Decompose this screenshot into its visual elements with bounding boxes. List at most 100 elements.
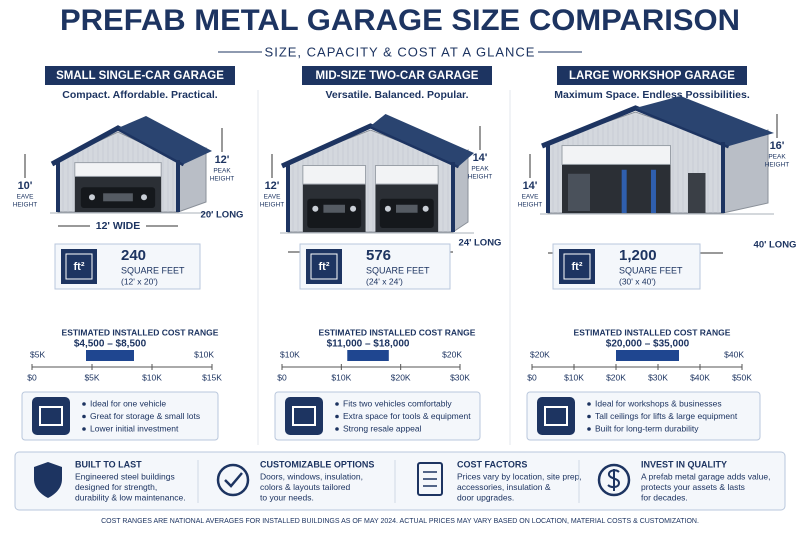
highlight-text: Doors, windows, insulation, xyxy=(260,471,363,481)
cost-max-label: $20K xyxy=(442,349,462,359)
corner-trim xyxy=(176,160,180,212)
headlight xyxy=(88,194,95,201)
feature-text: Fits two vehicles comfortably xyxy=(343,398,452,408)
sqft-dims: (30' x 40') xyxy=(619,276,656,286)
bullet xyxy=(82,427,86,431)
width-label-bg xyxy=(90,219,146,233)
highlight-text: colors & layouts tailored xyxy=(260,482,351,492)
peak-label: HEIGHT xyxy=(210,176,235,183)
width-label: 12' WIDE xyxy=(96,220,141,232)
lift-post xyxy=(650,169,656,213)
bullet xyxy=(82,402,86,406)
roof-side xyxy=(635,96,774,146)
highlight-title: CUSTOMIZABLE OPTIONS xyxy=(260,459,374,469)
tick-label: $20K xyxy=(391,372,411,382)
peak-value: 14' xyxy=(473,152,488,164)
sqft-icon xyxy=(559,249,595,284)
eave-value: 10' xyxy=(18,180,33,192)
sqft-value: 576 xyxy=(366,247,391,264)
feature-text: Ideal for one vehicle xyxy=(90,398,166,408)
tick-label: $5K xyxy=(84,372,99,382)
column-header-bg xyxy=(45,66,235,85)
cost-min-label: $5K xyxy=(30,349,45,359)
cost-title: ESTIMATED INSTALLED COST RANGE xyxy=(319,327,476,337)
tick-label: $0 xyxy=(27,372,37,382)
feature-text: Tall ceilings for lifts & large equipmen… xyxy=(595,411,738,421)
cost-range-label: $4,500 – $8,500 xyxy=(74,339,147,350)
sqft-dims: (12' x 20') xyxy=(121,276,158,286)
tick-label: $40K xyxy=(690,372,710,382)
feature-text: Great for storage & small lots xyxy=(90,411,200,421)
sqft-unit: SQUARE FEET xyxy=(366,265,430,275)
eave-label: EAVE xyxy=(522,194,540,201)
rolled-door xyxy=(302,165,367,185)
tagline: Maximum Space. Endless Possibilities. xyxy=(554,89,750,101)
highlight-text: durability & low maintenance. xyxy=(75,492,186,502)
man-door xyxy=(688,173,706,213)
feature-text: Extra space for tools & equipment xyxy=(343,411,471,421)
features-box xyxy=(21,391,219,441)
highlights-box xyxy=(14,451,786,511)
sqft-value: 1,200 xyxy=(619,247,657,264)
highlight-title: COST FACTORS xyxy=(457,459,527,469)
column-header: LARGE WORKSHOP GARAGE xyxy=(569,70,735,82)
highlight-title: INVEST IN QUALITY xyxy=(641,459,727,469)
tagline: Compact. Affordable. Practical. xyxy=(62,89,217,101)
corner-trim xyxy=(451,162,455,232)
feature-icon xyxy=(285,397,323,435)
sqft-dims: (24' x 24') xyxy=(366,276,403,286)
features-box xyxy=(526,391,761,441)
corner-trim xyxy=(56,160,60,212)
eave-value: 14' xyxy=(523,180,538,192)
highlight-text: door upgrades. xyxy=(457,492,514,502)
truck-grille xyxy=(323,204,345,213)
feature-icon-glyph xyxy=(544,406,568,426)
bullet xyxy=(587,427,591,431)
cost-max-label: $10K xyxy=(194,349,214,359)
sqft-icon-frame xyxy=(310,253,338,280)
clipboard-icon xyxy=(417,462,443,496)
footnote: COST RANGES ARE NATIONAL AVERAGES FOR IN… xyxy=(101,518,699,525)
rolled-door xyxy=(561,145,671,165)
bullet xyxy=(335,427,339,431)
truck-grille xyxy=(396,204,418,213)
column-header-bg xyxy=(302,66,492,85)
column-header-bg xyxy=(557,66,747,85)
cost-range-label: $11,000 – $18,000 xyxy=(327,339,410,350)
headlight xyxy=(422,205,429,212)
highlight-text: protects your assets & lasts xyxy=(641,482,745,492)
corner-trim xyxy=(721,142,725,213)
tick-label: $10K xyxy=(142,372,162,382)
cost-bar xyxy=(347,350,389,361)
sqft-unit: SQUARE FEET xyxy=(121,265,185,275)
cost-bar xyxy=(616,350,679,361)
lift-post xyxy=(621,169,627,213)
feature-text: Strong resale appeal xyxy=(343,423,422,433)
shield-icon xyxy=(34,462,62,498)
corner-trim xyxy=(286,162,290,232)
sqft-icon-frame xyxy=(65,253,93,280)
sqft-icon-frame xyxy=(563,253,591,280)
peak-label: PEAK xyxy=(471,166,489,173)
feature-text: Lower initial investment xyxy=(90,423,179,433)
tick-label: $15K xyxy=(202,372,222,382)
eave-label: EAVE xyxy=(264,194,282,201)
column-header: SMALL SINGLE-CAR GARAGE xyxy=(56,70,224,82)
tick-label: $10K xyxy=(564,372,584,382)
rolled-door xyxy=(74,162,162,177)
sqft-icon xyxy=(61,249,97,284)
cost-bar xyxy=(86,350,134,361)
cost-title: ESTIMATED INSTALLED COST RANGE xyxy=(62,327,219,337)
tagline: Versatile. Balanced. Popular. xyxy=(326,89,469,101)
features-box xyxy=(274,391,481,441)
bullet xyxy=(82,414,86,419)
cost-min-label: $20K xyxy=(530,349,550,359)
title: PREFAB METAL GARAGE SIZE COMPARISON xyxy=(60,4,740,37)
cost-range-label: $20,000 – $35,000 xyxy=(606,339,690,350)
headlight xyxy=(312,205,319,212)
peak-label: PEAK xyxy=(213,168,231,175)
eave-label: HEIGHT xyxy=(13,202,38,209)
length-label: 20' LONG xyxy=(201,210,244,221)
headlight xyxy=(350,205,357,212)
coin-icon xyxy=(597,463,631,497)
